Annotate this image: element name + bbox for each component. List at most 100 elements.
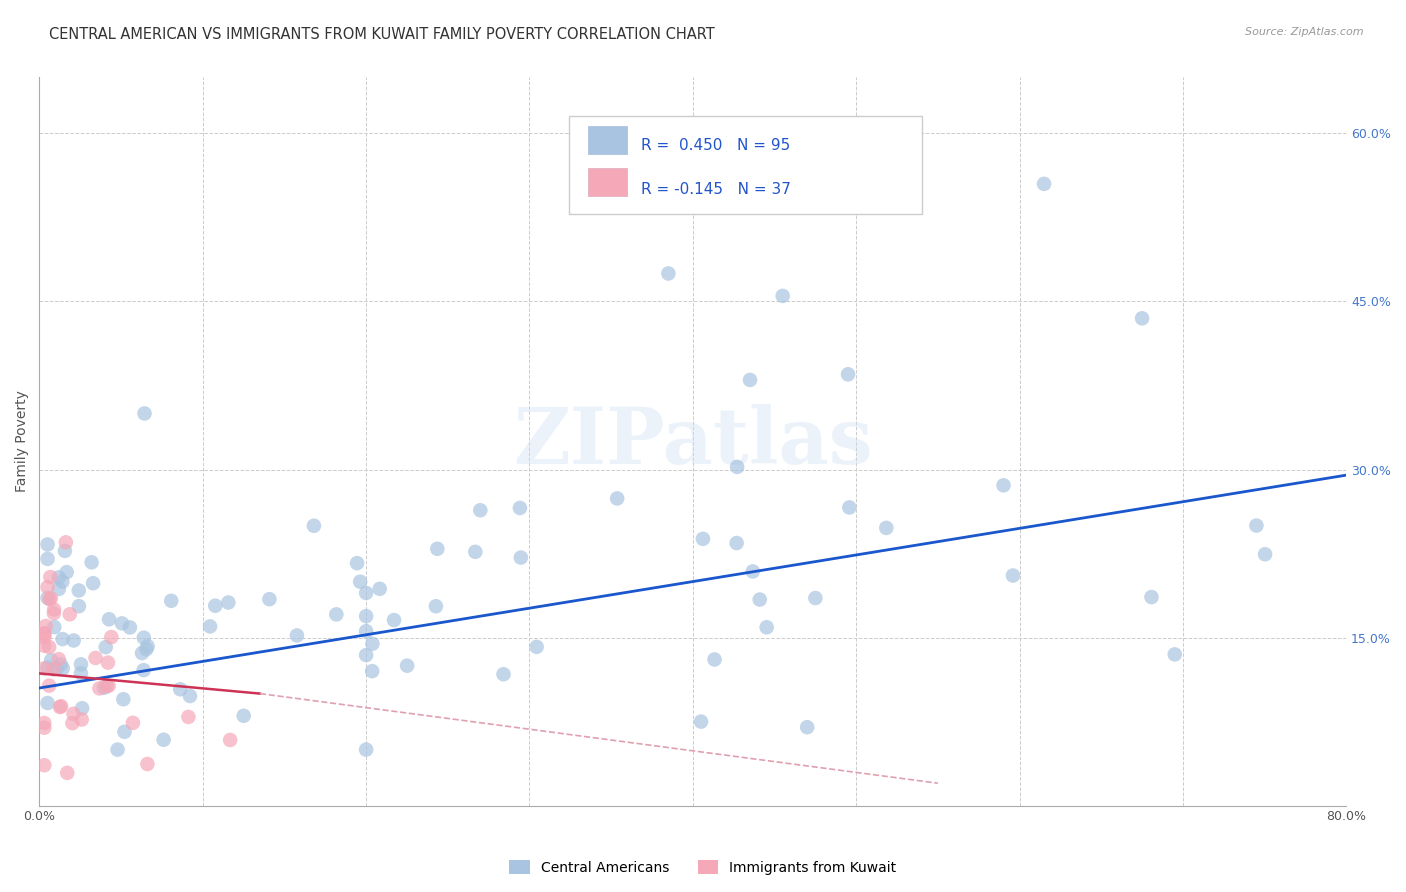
Point [37,537,59,551]
Point [56,765,79,780]
Point [285,628,308,642]
Point [703,652,725,666]
Point [169,682,191,697]
Point [70,657,93,672]
Point [37,552,59,566]
Point [219,733,242,747]
Point [39,653,62,667]
Point [94,640,117,654]
Point [354,648,377,662]
Point [112,692,135,706]
Point [52,632,75,646]
Point [1001,568,1024,582]
Point [361,664,384,678]
Point [1164,648,1187,662]
Point [34,661,56,675]
Point [354,609,377,624]
Point [98,612,121,626]
Point [62,633,84,648]
Point [772,289,794,303]
Point [1246,518,1268,533]
Point [755,620,778,634]
Point [259,592,281,607]
Point [382,613,405,627]
Point [1130,311,1153,326]
Point [122,715,145,730]
Point [97,656,120,670]
Text: R =  0.450   N = 95: R = 0.450 N = 95 [641,138,790,153]
Point [55,565,77,579]
Point [232,708,254,723]
Point [34,626,56,640]
Point [38,592,60,607]
Point [217,595,239,609]
Point [526,640,548,654]
Point [51,574,73,589]
Point [354,586,377,600]
Point [1140,590,1163,604]
Point [42,602,65,616]
Point [425,599,447,614]
Point [1254,547,1277,561]
Point [52,661,75,675]
Y-axis label: Family Poverty: Family Poverty [15,391,30,492]
Point [837,368,859,382]
Point [349,574,371,589]
Point [39,570,62,584]
Point [748,592,770,607]
Point [37,591,59,605]
Point [606,491,628,506]
Point [34,631,56,645]
Point [37,580,59,594]
Point [62,716,84,731]
Point [470,503,492,517]
Point [39,591,62,606]
Point [657,267,679,281]
Point [97,679,120,693]
Point [509,500,531,515]
Point [67,583,90,598]
Point [361,637,384,651]
Point [368,582,391,596]
Legend: Central Americans, Immigrants from Kuwait: Central Americans, Immigrants from Kuwai… [503,855,903,880]
Point [62,706,84,721]
Text: R = -0.145   N = 37: R = -0.145 N = 37 [641,182,790,196]
Point [741,565,763,579]
Point [70,666,93,681]
Point [198,619,221,633]
Bar [588,127,627,154]
Point [1033,177,1056,191]
Point [725,536,748,550]
Point [34,716,56,731]
Point [325,607,347,622]
Point [111,616,134,631]
Point [100,630,122,644]
Point [34,758,56,772]
Point [49,700,72,714]
Point [37,660,59,674]
Point [738,373,761,387]
Point [55,535,77,549]
Point [464,545,486,559]
Point [59,607,82,622]
Point [49,699,72,714]
Point [48,582,70,596]
Point [118,620,141,634]
Point [93,681,115,695]
Point [302,518,325,533]
Point [82,576,104,591]
Point [34,639,56,653]
Text: CENTRAL AMERICAN VS IMMIGRANTS FROM KUWAIT FAMILY POVERTY CORRELATION CHART: CENTRAL AMERICAN VS IMMIGRANTS FROM KUWA… [49,27,716,42]
Point [53,544,76,558]
Point [135,642,157,657]
Point [38,640,60,654]
Point [114,724,136,739]
Point [89,681,111,696]
Point [692,532,714,546]
Bar [588,169,627,196]
Point [37,696,59,710]
Point [80,555,103,569]
Point [42,662,65,676]
Point [34,627,56,641]
Point [70,713,93,727]
